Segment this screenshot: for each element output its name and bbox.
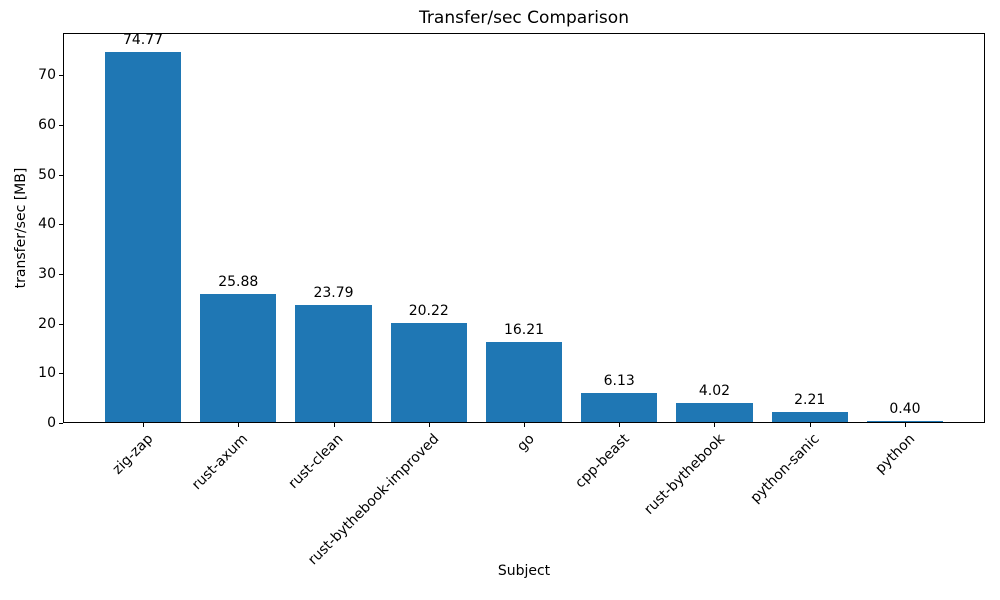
bar-value-label: 23.79: [313, 284, 354, 301]
x-tick-mark: [809, 423, 811, 427]
y-tick-mark: [59, 323, 63, 325]
x-tick-mark: [904, 423, 906, 427]
y-tick-mark: [59, 273, 63, 275]
y-tick-mark: [59, 373, 63, 375]
y-tick-label: 30: [38, 265, 56, 282]
bar-value-label: 4.02: [698, 383, 731, 400]
bar-rust-bythebook-improved: [390, 322, 467, 423]
x-tick-label: rust-bythebook: [641, 431, 728, 518]
y-tick-mark: [59, 124, 63, 126]
bar-rust-clean: [295, 304, 372, 423]
y-tick-mark: [59, 174, 63, 176]
bar-value-label: 0.40: [889, 401, 921, 417]
bar-value-label: 2.21: [794, 392, 826, 409]
bar-rust-axum: [200, 294, 277, 423]
x-tick-label: rust-axum: [189, 431, 252, 494]
bar-cpp-beast: [581, 392, 658, 423]
x-tick-label: python-sanic: [747, 431, 824, 507]
bar-python-sanic: [771, 412, 848, 423]
y-tick-label: 60: [38, 116, 56, 133]
x-tick-label: cpp-beast: [572, 431, 633, 492]
y-tick-mark: [59, 75, 63, 77]
y-tick-label: 0: [47, 415, 56, 431]
x-tick-label: go: [513, 431, 538, 455]
bar-rust-bythebook: [676, 403, 753, 423]
x-tick-mark: [619, 423, 621, 427]
x-tick-label: zig-zap: [109, 431, 157, 478]
bar-zig-zap: [104, 51, 182, 423]
bar-value-label: 20.22: [408, 302, 449, 319]
x-tick-mark: [714, 423, 716, 427]
x-tick-mark: [428, 423, 430, 427]
y-tick-label: 70: [38, 67, 56, 84]
x-tick-label: rust-clean: [285, 431, 347, 492]
x-tick-mark: [238, 423, 240, 427]
y-tick-label: 40: [38, 216, 56, 233]
x-tick-label: python: [872, 431, 919, 477]
x-axis-label: Subject: [497, 563, 551, 579]
y-tick-mark: [59, 423, 63, 424]
y-tick-label: 20: [38, 315, 56, 332]
bar-python: [866, 421, 944, 423]
chart-title: Transfer/sec Comparison: [419, 8, 629, 28]
x-tick-mark: [333, 423, 335, 427]
x-tick-mark: [143, 423, 144, 427]
bar-value-label: 6.13: [603, 372, 635, 389]
y-tick-label: 50: [38, 166, 56, 183]
y-tick-mark: [59, 224, 63, 226]
x-tick-mark: [524, 423, 525, 427]
bar-go: [485, 342, 563, 423]
bar-value-label: 25.88: [218, 274, 259, 291]
y-tick-label: 10: [38, 365, 56, 382]
bar-value-label: 16.21: [503, 322, 545, 339]
bar-value-label: 74.77: [122, 31, 164, 48]
plot-area: [63, 33, 985, 423]
